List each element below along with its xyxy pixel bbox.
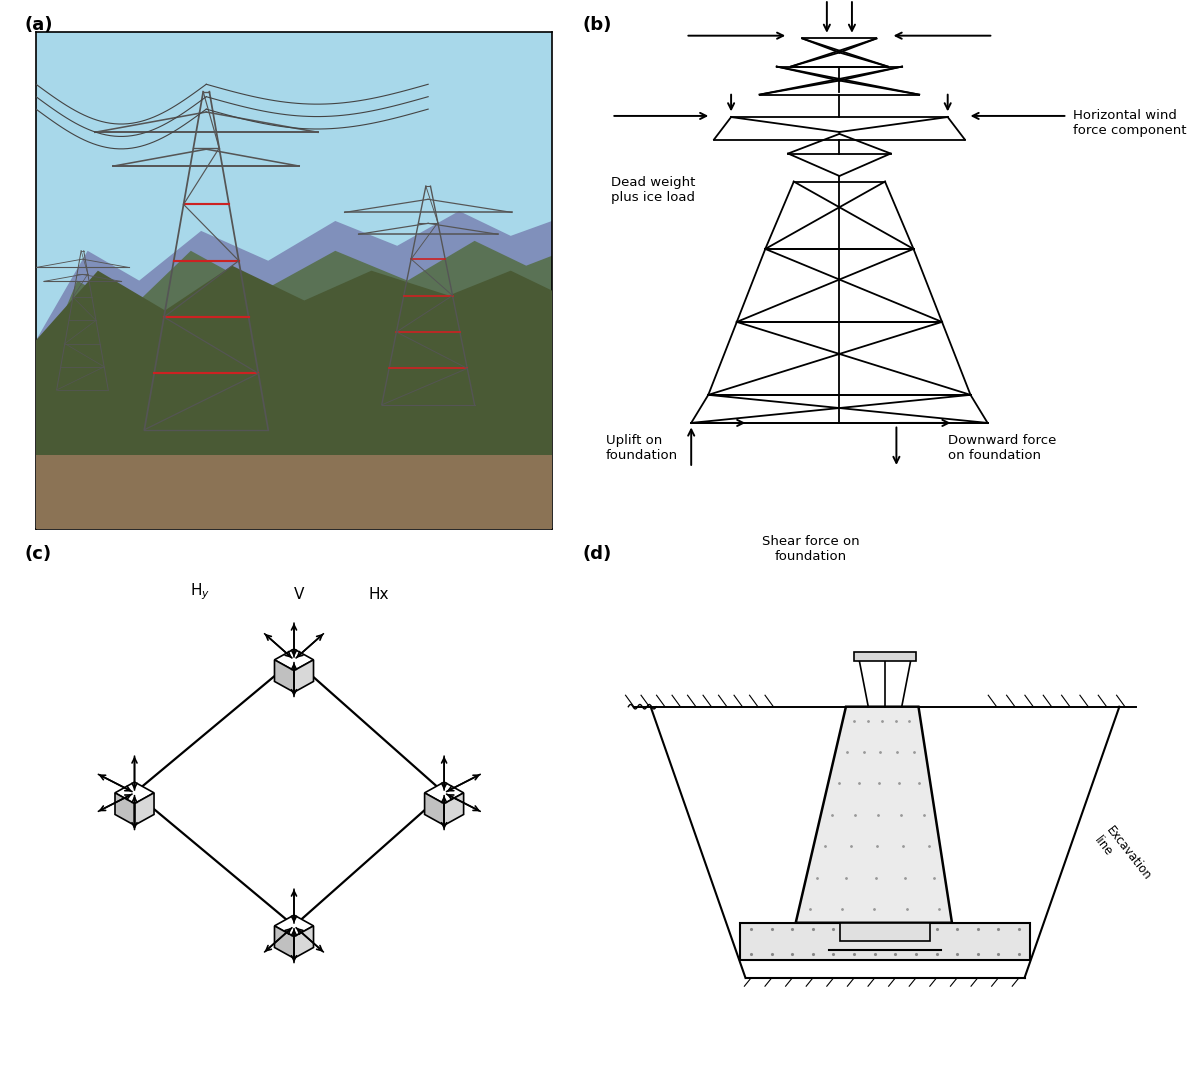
Polygon shape	[444, 793, 463, 825]
Polygon shape	[275, 660, 294, 693]
Text: Excavation
line: Excavation line	[1092, 824, 1153, 893]
Polygon shape	[36, 266, 552, 529]
Polygon shape	[294, 660, 313, 693]
Polygon shape	[36, 211, 552, 340]
Text: (d): (d)	[582, 545, 611, 563]
Polygon shape	[36, 454, 552, 529]
Polygon shape	[115, 783, 154, 804]
Polygon shape	[275, 649, 313, 670]
Polygon shape	[294, 926, 313, 958]
Text: Downward force
on foundation: Downward force on foundation	[948, 434, 1056, 462]
Text: Dead weight
plus ice load: Dead weight plus ice load	[612, 176, 696, 204]
Polygon shape	[36, 32, 552, 340]
Text: Hx: Hx	[368, 587, 389, 602]
Polygon shape	[796, 707, 952, 923]
Polygon shape	[36, 241, 552, 379]
Polygon shape	[134, 793, 154, 825]
Text: V: V	[294, 587, 304, 602]
Text: H$_y$: H$_y$	[190, 582, 210, 602]
Bar	[840, 923, 930, 941]
Text: Horizontal wind
force component: Horizontal wind force component	[1073, 109, 1187, 137]
Text: Uplift on
foundation: Uplift on foundation	[606, 434, 678, 462]
Text: (c): (c)	[24, 545, 52, 563]
Text: (a): (a)	[24, 16, 53, 34]
Polygon shape	[275, 926, 294, 958]
Bar	[854, 652, 916, 661]
Polygon shape	[425, 783, 463, 804]
Text: Shear force on
foundation: Shear force on foundation	[762, 536, 859, 563]
Bar	[740, 923, 1030, 960]
Polygon shape	[275, 915, 313, 936]
Polygon shape	[425, 793, 444, 825]
Polygon shape	[115, 793, 134, 825]
Text: (b): (b)	[582, 16, 611, 34]
